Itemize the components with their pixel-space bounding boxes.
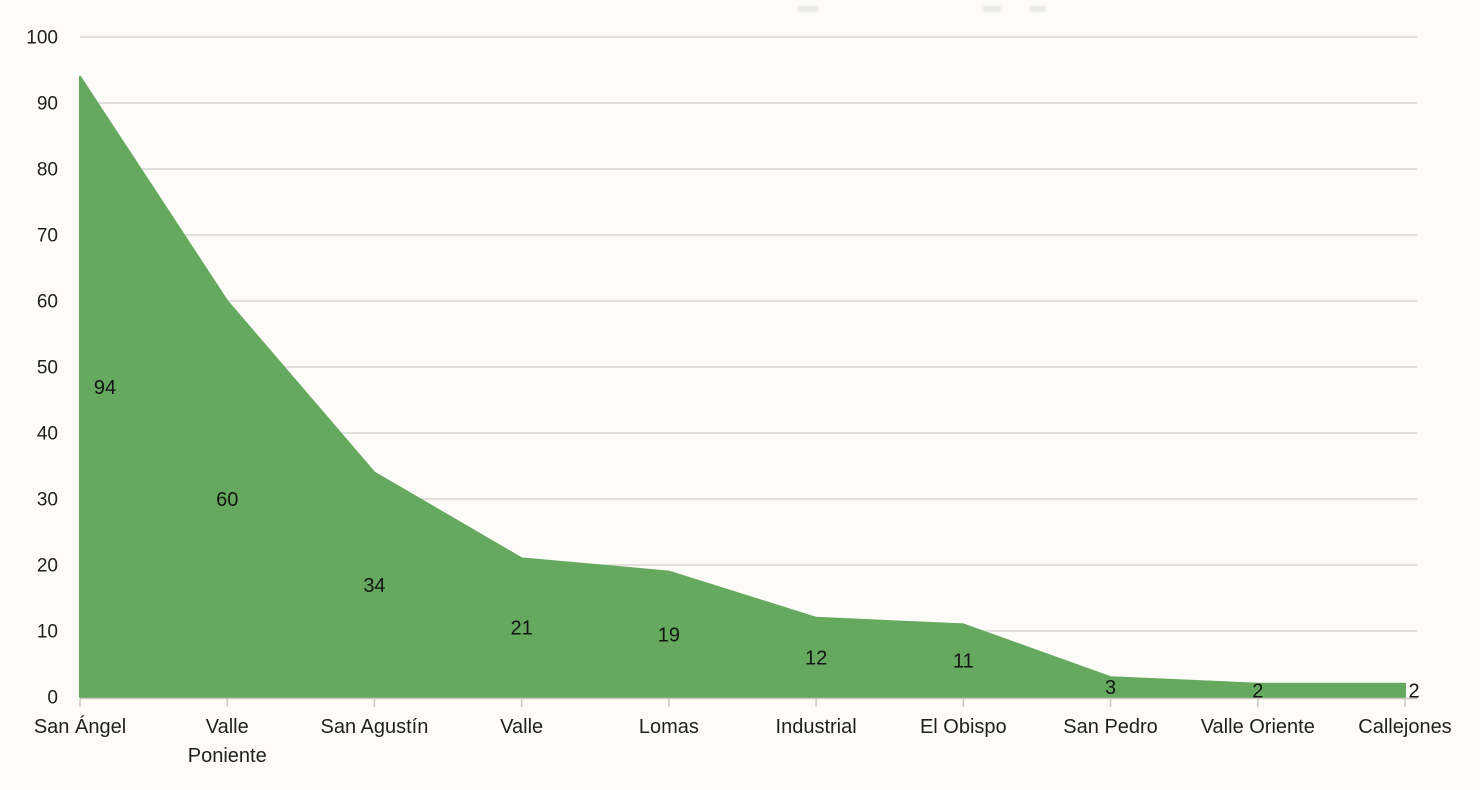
x-axis-label: Valle (500, 716, 543, 738)
data-label: 3 (1105, 677, 1116, 699)
y-axis-tick-label: 50 (37, 358, 58, 379)
data-label: 2 (1252, 680, 1263, 702)
x-axis-label: San Ángel (34, 715, 126, 738)
y-axis-tick-label: 20 (37, 556, 58, 577)
data-label: 60 (216, 489, 238, 511)
y-axis-tick-label: 80 (37, 160, 58, 181)
y-axis-tick-label: 90 (37, 94, 58, 115)
x-axis-label: San Pedro (1063, 716, 1158, 738)
y-axis-tick-label: 0 (47, 688, 58, 709)
x-axis-label: Valle Poniente (188, 716, 267, 767)
x-axis-label: Industrial (776, 716, 857, 738)
data-label: 19 (658, 624, 680, 646)
x-axis-label: Callejones (1358, 716, 1451, 738)
y-axis-tick-label: 100 (26, 28, 58, 49)
y-axis-tick-label: 70 (37, 226, 58, 247)
x-axis-label: Lomas (639, 716, 699, 738)
y-axis-tick-label: 30 (37, 490, 58, 511)
ghost-text-artifact (1030, 6, 1046, 12)
data-label: 21 (511, 618, 533, 640)
ghost-text-artifact (983, 6, 1001, 12)
x-axis-label: San Agustín (321, 716, 429, 738)
data-label: 34 (363, 575, 385, 597)
data-label: 2 (1408, 680, 1419, 702)
data-label: 11 (953, 651, 974, 673)
y-axis-tick-label: 10 (37, 622, 58, 643)
data-label: 12 (805, 647, 827, 669)
y-axis-tick-label: 40 (37, 424, 58, 445)
ghost-text-artifact (798, 6, 818, 12)
y-axis-tick-label: 60 (37, 292, 58, 313)
area-series (79, 75, 1406, 698)
x-axis-label: El Obispo (920, 716, 1007, 738)
data-label: 94 (94, 377, 116, 399)
x-axis-label: Valle Oriente (1201, 716, 1315, 738)
